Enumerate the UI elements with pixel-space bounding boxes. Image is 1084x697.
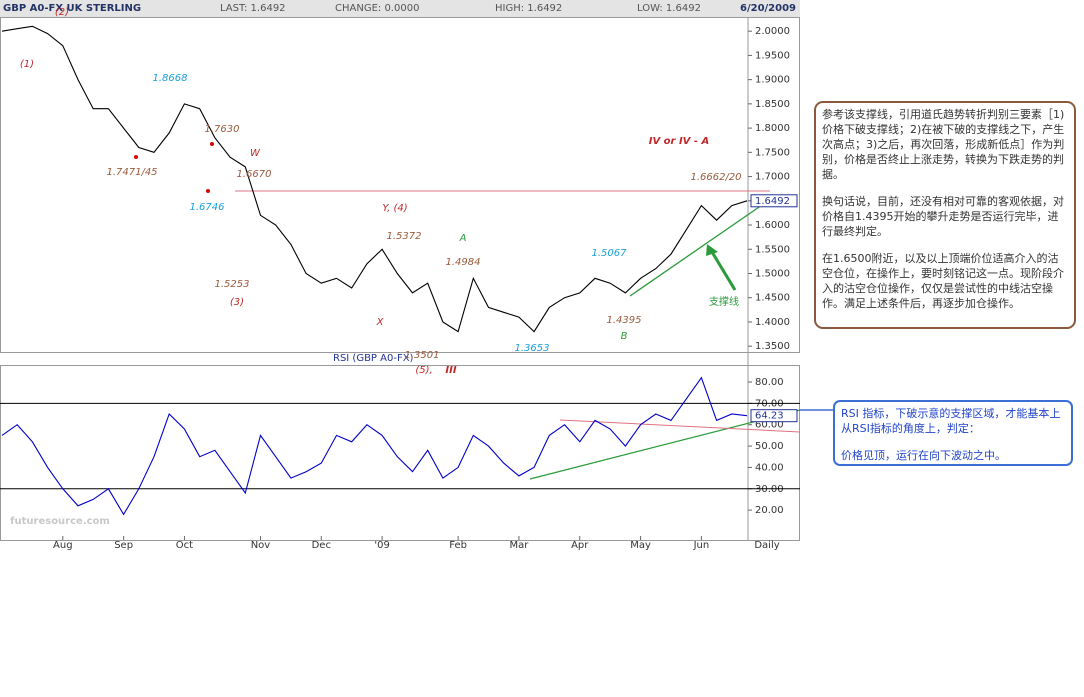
x-tick-label: Mar bbox=[510, 540, 530, 551]
annotation: (5), bbox=[415, 365, 432, 376]
rsi-pink-line bbox=[559, 419, 801, 433]
y-tick-label: 1.4500 bbox=[755, 293, 790, 304]
note-box: 参考该支撑线，引用道氏趋势转折判别三要素［1)价格下破支撑线；2)在被下破的支撑… bbox=[814, 101, 1076, 329]
period-label: Daily bbox=[754, 540, 779, 551]
x-tick-label: Aug bbox=[53, 540, 73, 551]
annotation: (2) bbox=[55, 7, 69, 18]
support-arrow bbox=[710, 251, 737, 291]
note-text: 参考该支撑线，引用道氏趋势转折判别三要素［1)价格下破支撑线；2)在被下破的支撑… bbox=[822, 108, 1065, 181]
note-text: RSI 指标，下破示意的支撑区域，才能基本上从RSI指标的角度上，判定： bbox=[841, 407, 1061, 435]
x-tick-label: Feb bbox=[449, 540, 467, 551]
annotation: 1.4984 bbox=[446, 257, 481, 268]
annotation: 1.6746 bbox=[190, 202, 225, 213]
marker bbox=[134, 155, 138, 159]
x-tick-label: Jun bbox=[693, 540, 710, 551]
y-tick-label: 20.00 bbox=[755, 505, 784, 516]
annotation: 1.6670 bbox=[237, 169, 272, 180]
header-bar bbox=[0, 0, 800, 17]
watermark: futuresource.com bbox=[10, 516, 110, 527]
y-tick-label: 1.5500 bbox=[755, 244, 790, 255]
last-box bbox=[750, 409, 798, 423]
rsi-line bbox=[1, 376, 748, 516]
arrow-head bbox=[706, 244, 718, 256]
x-tick-label: May bbox=[630, 540, 651, 551]
y-tick-label: 80.00 bbox=[755, 377, 784, 388]
x-tick-label: Dec bbox=[312, 540, 331, 551]
marker bbox=[206, 189, 210, 193]
annotation: 1.3501 bbox=[405, 350, 440, 361]
y-tick-label: 1.4000 bbox=[755, 317, 790, 328]
annotation: 1.5067 bbox=[592, 248, 628, 259]
y-tick-label: 40.00 bbox=[755, 462, 784, 473]
annotation: 1.5372 bbox=[387, 231, 422, 242]
annotation: 1.4395 bbox=[607, 315, 642, 326]
low: LOW: 1.6492 bbox=[637, 3, 701, 14]
last: LAST: 1.6492 bbox=[220, 3, 286, 14]
annotation: X bbox=[376, 317, 385, 328]
rsi-frame bbox=[0, 365, 800, 541]
last-label: 1.6492 bbox=[755, 196, 790, 207]
y-tick-label: 2.0000 bbox=[755, 26, 790, 37]
annotation: 1.5253 bbox=[215, 279, 250, 290]
y-tick-label: 1.7000 bbox=[755, 172, 790, 183]
annotation: (1) bbox=[20, 59, 34, 70]
annotation: 1.3653 bbox=[515, 343, 550, 354]
marker bbox=[210, 142, 214, 146]
annotation: 1.7471/45 bbox=[106, 167, 157, 178]
price-frame bbox=[0, 17, 800, 353]
y-tick-label: 1.8500 bbox=[755, 99, 790, 110]
note-text: 在1.6500附近，以及以上顶端价位适高介入的沽空仓位，在操作上，要时刻铭记这一… bbox=[822, 252, 1064, 310]
last-box bbox=[750, 194, 798, 208]
price-line bbox=[1, 25, 748, 333]
y-tick-label: 50.00 bbox=[755, 441, 784, 452]
annotation: 1.7630 bbox=[205, 124, 240, 135]
high: HIGH: 1.6492 bbox=[495, 3, 562, 14]
annotation: IV or IV - A bbox=[649, 136, 710, 147]
annotation: W bbox=[250, 148, 261, 159]
annotation: 1.8668 bbox=[153, 73, 188, 84]
symbol: GBP A0-FX UK STERLING bbox=[3, 3, 141, 14]
note-text: 价格见顶，运行在向下波动之中。 bbox=[841, 449, 1006, 462]
last-label: 64.23 bbox=[755, 411, 784, 422]
y-tick-label: 1.7500 bbox=[755, 147, 790, 158]
annotation: (3) bbox=[230, 297, 244, 308]
y-tick-label: 1.3500 bbox=[755, 341, 790, 352]
x-tick-label: Nov bbox=[251, 540, 271, 551]
y-tick-label: 1.8000 bbox=[755, 123, 790, 134]
support-line bbox=[629, 204, 763, 297]
annotation: Y, (4) bbox=[382, 203, 407, 214]
annotation: A bbox=[459, 233, 467, 244]
note-box: RSI 指标，下破示意的支撑区域，才能基本上从RSI指标的角度上，判定： 价格见顶… bbox=[833, 400, 1073, 466]
note-text: 换句话说，目前，还没有相对可靠的客观依据，对价格自1.4395开始的攀升走势是否… bbox=[822, 195, 1064, 238]
y-tick-label: 1.9500 bbox=[755, 50, 790, 61]
date: 6/20/2009 bbox=[740, 3, 796, 14]
rsi-title: RSI (GBP A0-FX) bbox=[333, 353, 414, 364]
y-tick-label: 1.9000 bbox=[755, 75, 790, 86]
annotation: 支撑线 bbox=[709, 295, 739, 308]
annotation: B bbox=[621, 331, 628, 342]
x-tick-label: Sep bbox=[114, 540, 133, 551]
y-tick-label: 1.6000 bbox=[755, 220, 790, 231]
annotation: 1.6662/20 bbox=[690, 172, 741, 183]
annotation: III bbox=[445, 365, 456, 376]
y-tick-label: 1.5000 bbox=[755, 268, 790, 279]
y-tick-label: 60.00 bbox=[755, 420, 784, 431]
x-tick-label: Oct bbox=[176, 540, 193, 551]
x-tick-label: Apr bbox=[571, 540, 589, 551]
x-tick-label: '09 bbox=[374, 540, 389, 551]
change: CHANGE: 0.0000 bbox=[335, 3, 419, 14]
